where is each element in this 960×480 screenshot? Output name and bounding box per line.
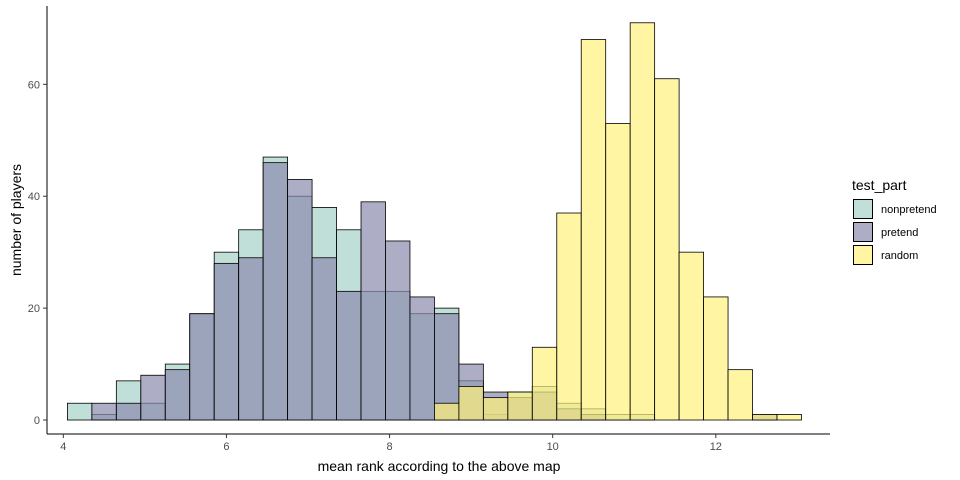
x-axis-title: mean rank according to the above map [318,458,561,474]
bar-random-27 [727,369,753,421]
bar-random-23 [629,22,656,421]
bar-random-17 [482,397,509,421]
bar-pretend-9 [287,179,313,421]
y-tick-label-20: 20 [28,303,40,315]
legend-label-nonpretend: nonpretend [881,204,937,216]
legend-title: test_part [852,177,907,193]
bar-random-28 [752,414,778,421]
x-axis: 4 6 8 10 12 [47,433,830,453]
y-tick-label-40: 40 [28,191,40,203]
bar-pretend-14 [409,296,435,421]
bar-random-29 [776,414,802,421]
legend-key-nonpretend [853,199,873,219]
bar-pretend-6 [213,262,240,421]
bar-pretend-4 [164,369,191,421]
bar-pretend-1 [91,402,117,421]
legend-key-pretend [853,222,873,242]
x-tick-label-8: 8 [387,441,393,453]
bar-random-21 [580,39,607,421]
bar-pretend-5 [189,313,215,421]
bar-random-20 [556,212,582,421]
bar-random-18 [507,391,533,421]
bar-random-19 [531,346,558,421]
bar-pretend-11 [336,290,362,421]
bar-pretend-10 [311,257,337,421]
bar-pretend-7 [238,257,264,421]
bar-pretend-12 [360,201,386,421]
legend-label-pretend: pretend [881,227,918,239]
bar-random-15 [434,402,460,421]
legend-key-random [853,245,873,265]
x-tick-label-12: 12 [710,441,722,453]
y-axis: 0 20 40 60 [28,6,48,434]
bar-pretend-2 [115,402,142,421]
x-tick-label-4: 4 [60,441,66,453]
legend: test_part nonpretend pretend random [852,177,937,265]
bar-nonpretend-0 [66,402,93,421]
bar-random-16 [458,386,484,421]
bar-pretend-8 [262,162,289,421]
bar-random-25 [678,251,704,421]
y-tick-label-0: 0 [34,415,40,427]
series-pretend-bars [91,162,778,421]
bar-random-26 [703,296,729,421]
y-tick-label-60: 60 [28,79,40,91]
bar-pretend-15 [434,313,460,421]
x-tick-label-6: 6 [223,441,229,453]
bar-pretend-13 [385,240,411,421]
y-axis-title: number of players [8,164,24,276]
series-random-bars [434,22,802,421]
legend-label-random: random [881,250,918,262]
bar-pretend-3 [140,374,166,421]
bar-random-22 [605,123,631,421]
bar-random-24 [654,78,680,421]
x-tick-label-10: 10 [547,441,559,453]
